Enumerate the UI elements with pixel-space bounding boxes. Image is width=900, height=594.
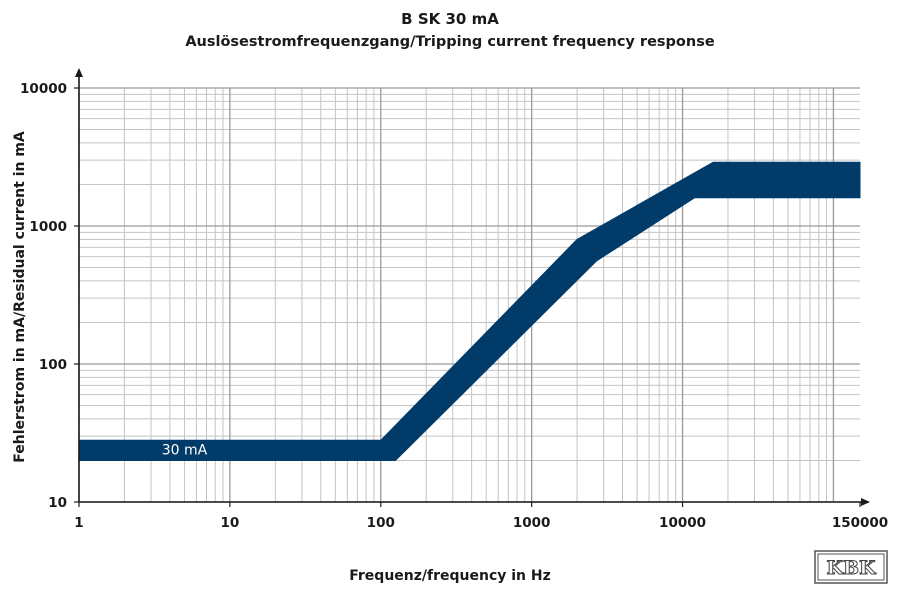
axes-layer [75,68,870,506]
kbk-logo: KBK [814,550,888,584]
x-axis-arrow [861,498,870,506]
y-axis-arrow [75,68,83,77]
band-layer [78,161,861,461]
x-tick-label: 1000 [513,515,551,531]
x-tick-label: 150000 [832,515,888,531]
y-tick-label: 1000 [29,219,67,235]
x-tick-label: 10 [220,515,239,531]
tripping-current-band [78,161,861,461]
y-tick-label: 10000 [20,81,67,97]
x-tick-label: 10000 [659,515,706,531]
x-axis-label: Frequenz/frequency in Hz [349,568,551,584]
x-tick-label: 100 [367,515,395,531]
y-tick-label: 10 [48,495,67,511]
chart-subtitle: Auslösestromfrequenzgang/Tripping curren… [185,34,715,50]
y-axis-label: Fehlerstrom in mA/Residual current in mA [12,131,28,463]
svg-text:KBK: KBK [826,557,877,579]
annotation-layer: 30 mA [162,443,208,459]
band-annotation-label: 30 mA [162,443,208,459]
y-tick-label: 100 [39,357,67,373]
x-tick-label: 1 [74,515,83,531]
chart-title: B SK 30 mA [401,10,499,28]
ticks-layer: 1 10 100 1000 10000 150000 10 100 1000 10000 [20,81,888,531]
